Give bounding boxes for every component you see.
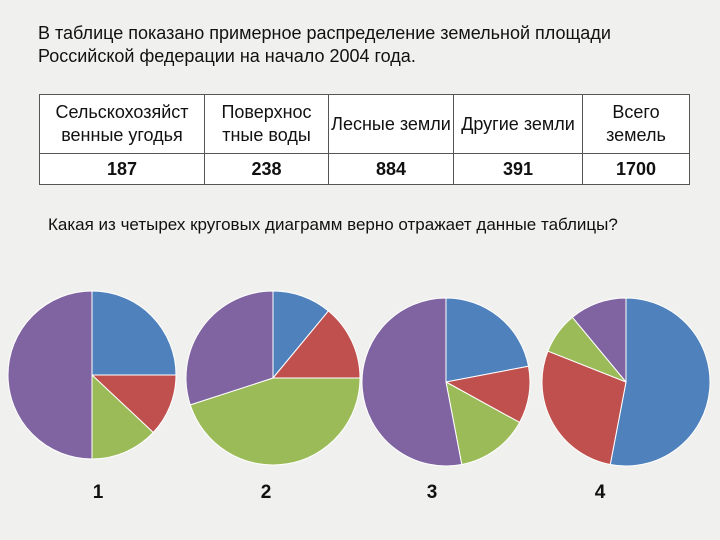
table-cell: 1700 [582,153,690,185]
pie-label-2: 2 [260,482,272,503]
pie-1-slice-blue [91,290,177,376]
table-cell: 238 [204,153,329,185]
pie-label-3: 3 [426,482,438,503]
table-header: Всего земель [582,94,690,154]
pie-label-4: 4 [594,482,606,503]
pie-2-slice-green [189,377,361,466]
table-cell: 187 [39,153,205,185]
pie-4-slice-purple [571,297,627,384]
land-distribution-table: Сельскохозяйст венные угодья Поверхнос т… [39,94,690,185]
pie-4-slice-blue [609,297,711,467]
pie-1-slice-red [90,374,177,434]
table-row: 187 238 884 391 1700 [39,153,690,185]
table-header: Другие земли [453,94,583,154]
table-header: Поверхнос тные воды [204,94,329,154]
intro-text: В таблице показано примерное распределен… [38,23,611,66]
table-cell: 391 [453,153,583,185]
table-header: Сельскохозяйст венные угодья [39,94,205,154]
table-header-row: Сельскохозяйст венные угодья Поверхнос т… [39,94,690,154]
question-text: Какая из четырех круговых диаграмм верно… [48,215,618,234]
pie-label-1: 1 [92,482,104,503]
pie-3-slice-green [445,381,521,466]
table-cell: 884 [328,153,454,185]
pie-2-slice-red [271,310,361,379]
pie-3-slice-blue [445,297,530,383]
pie-1-slice-green [91,373,154,460]
pie-1-slice-purple [7,290,93,460]
pie-4-slice-red [541,350,627,466]
pie-2-slice-purple [185,290,274,406]
table-header: Лесные земли [328,94,454,154]
pie-3-slice-purple [361,297,463,467]
